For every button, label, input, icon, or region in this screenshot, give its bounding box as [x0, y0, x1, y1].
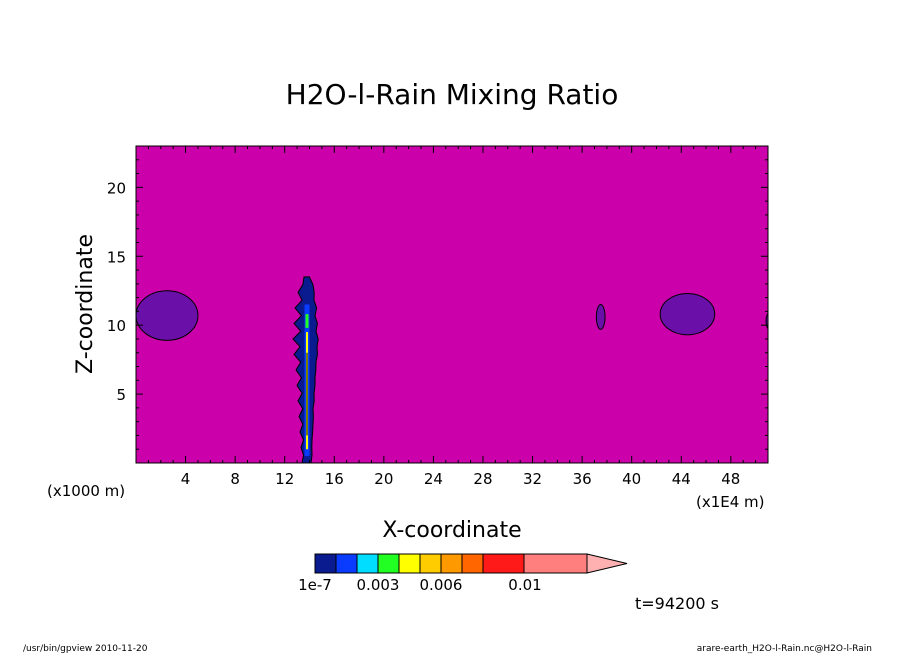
x-tick-label: 20: [374, 470, 393, 488]
contour-blob-right: [659, 292, 716, 336]
colorbar-swatch: [523, 553, 588, 574]
contour-blob-small: [595, 304, 606, 330]
colorbar-label: 0.006: [420, 576, 463, 594]
x-tick-label: 8: [230, 470, 240, 488]
x-tick-label: 16: [325, 470, 344, 488]
contour-blob-left: [136, 290, 199, 341]
y-tick-label: 5: [116, 386, 126, 404]
contour-plume-green: [305, 314, 309, 328]
y-tick-label: 10: [107, 317, 126, 335]
contour-edge-sliver: [765, 312, 768, 330]
x-tick-label: 32: [523, 470, 542, 488]
x-tick-label: 40: [622, 470, 641, 488]
plot-area: [135, 145, 769, 464]
colorbar-swatch: [482, 553, 525, 574]
colorbar-swatch: [398, 553, 421, 574]
y-axis: 5 10 15 20: [107, 159, 768, 450]
colorbar-label: 0.003: [357, 576, 400, 594]
x-tick-label: 24: [424, 470, 443, 488]
colorbar-swatch: [356, 553, 379, 574]
x-tick-label: 12: [275, 470, 294, 488]
x-axis-label: X-coordinate: [382, 518, 521, 543]
y-axis-label: Z-coordinate: [73, 234, 98, 374]
x-tick-label: 36: [573, 470, 592, 488]
colorbar-swatch: [377, 553, 400, 574]
x-tick-label: 4: [181, 470, 191, 488]
x-unit-left: (x1000 m): [47, 482, 125, 500]
x-tick-label: 44: [672, 470, 691, 488]
x-axis: 4 8 12 16 20 24 28 32 36 40 44 48: [147, 146, 757, 488]
y-tick-label: 20: [107, 179, 126, 197]
footer-right: arare-earth_H2O-l-Rain.nc@H2O-l-Rain: [697, 644, 872, 654]
colorbar-label: 1e-7: [298, 576, 332, 594]
x-tick-label: 28: [473, 470, 492, 488]
plot-frame: [135, 145, 769, 464]
x-tick-label: 48: [721, 470, 740, 488]
y-tick-label: 15: [107, 248, 126, 266]
colorbar-arrow: [586, 553, 628, 574]
colorbar-swatch: [461, 553, 484, 574]
x-unit-right: (x1E4 m): [696, 493, 765, 511]
colorbar-swatch: [314, 553, 337, 574]
colorbar-swatch: [335, 553, 358, 574]
time-label: t=94200 s: [635, 594, 719, 613]
colorbar-swatch: [440, 553, 463, 574]
chart-title: H2O-l-Rain Mixing Ratio: [286, 78, 619, 111]
contour-plume-line: [306, 352, 308, 436]
colorbar: 1e-7 0.003 0.006 0.01: [298, 553, 628, 594]
colorbar-label: 0.01: [508, 576, 541, 594]
contour-layer: [136, 276, 768, 463]
colorbar-swatch: [419, 553, 442, 574]
footer-left: /usr/bin/gpview 2010-11-20: [23, 644, 148, 654]
